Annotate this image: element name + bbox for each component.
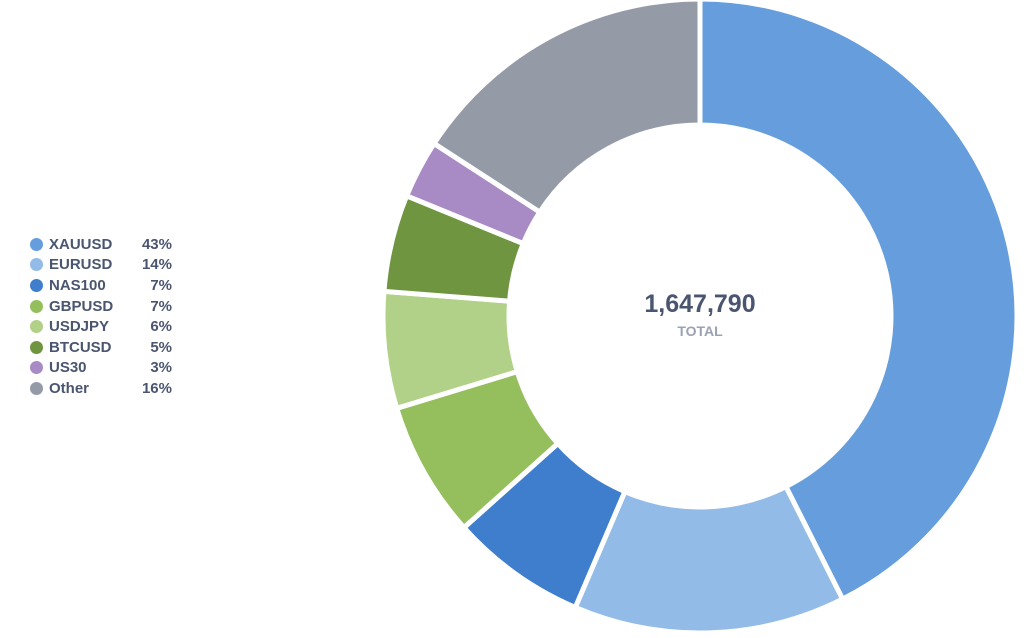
legend-value: 14% (141, 256, 172, 274)
legend-swatch (30, 320, 43, 334)
legend-label: Other (49, 379, 90, 397)
legend-label: XAUUSD (49, 235, 113, 253)
legend-value: 7% (150, 276, 172, 294)
legend-label: BTCUSD (49, 338, 112, 356)
legend-swatch (30, 237, 43, 251)
legend-label: US30 (49, 359, 87, 377)
legend-item-nas100[interactable]: NAS100 7% (30, 275, 172, 296)
legend-value: 43% (141, 235, 172, 253)
legend-item-usdjpy[interactable]: USDJPY 6% (30, 316, 172, 337)
legend-label: USDJPY (49, 318, 110, 336)
legend-swatch (30, 258, 43, 272)
slice-other[interactable] (430, 0, 703, 216)
legend-label: GBPUSD (49, 297, 114, 315)
legend-swatch (30, 361, 43, 375)
legend-swatch (30, 299, 43, 313)
legend-label: NAS100 (49, 276, 106, 294)
legend: XAUUSD 43% EURUSD 14% NAS100 7% GBPUSD 7% USDJPY… (30, 234, 172, 399)
legend-swatch (30, 278, 43, 292)
legend-item-xauusd[interactable]: XAUUSD 43% (30, 234, 172, 255)
total-value: 1,647,790 (644, 290, 756, 318)
legend-value: 5% (150, 338, 172, 356)
legend-item-gbpusd[interactable]: GBPUSD 7% (30, 296, 172, 317)
legend-item-eurusd[interactable]: EURUSD 14% (30, 255, 172, 276)
legend-item-btcusd[interactable]: BTCUSD 5% (30, 337, 172, 358)
legend-item-other[interactable]: Other 16% (30, 378, 172, 399)
legend-value: 16% (141, 379, 172, 397)
total-label: TOTAL (677, 323, 723, 339)
legend-swatch (30, 340, 43, 354)
slice-xauusd[interactable] (697, 0, 1020, 603)
legend-item-us30[interactable]: US30 3% (30, 358, 172, 379)
legend-value: 3% (150, 359, 172, 377)
legend-swatch (30, 381, 43, 395)
legend-label: EURUSD (49, 256, 113, 274)
legend-value: 7% (150, 297, 172, 315)
legend-value: 6% (150, 318, 172, 336)
